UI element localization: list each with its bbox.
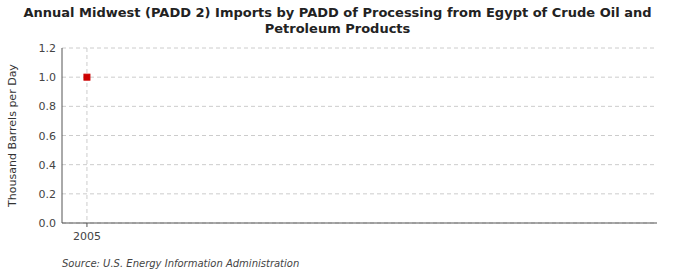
y-tick-label: 0.4 — [39, 159, 57, 172]
x-tick — [86, 223, 87, 227]
y-tick-label: 0.8 — [39, 100, 57, 113]
y-axis-line — [62, 48, 63, 223]
title: Annual Midwest (PADD 2) Imports by PADD … — [24, 5, 652, 36]
y-grid-line — [62, 223, 657, 224]
y-tick-label: 0.2 — [39, 188, 57, 201]
y-tick-label: 0.6 — [39, 130, 57, 143]
y-grid-line — [62, 106, 657, 107]
y-grid-line — [62, 48, 657, 49]
y-tick-label: 0.0 — [39, 217, 57, 230]
y-axis-label: Thousand Barrels per Day — [6, 64, 19, 208]
y-grid-line — [62, 164, 657, 165]
y-tick-label: 1.2 — [39, 42, 57, 55]
y-grid-line — [62, 77, 657, 78]
x-tick-label: 2005 — [73, 230, 101, 243]
chart: Annual Midwest (PADD 2) Imports by PADD … — [0, 0, 675, 275]
x-axis-line — [62, 223, 657, 224]
y-grid-line — [62, 193, 657, 194]
plot-area — [84, 74, 90, 80]
y-tick-label: 1.0 — [39, 71, 57, 84]
point — [84, 74, 90, 80]
source-note: Source: U.S. Energy Information Administ… — [62, 258, 299, 269]
y-grid-line — [62, 135, 657, 136]
